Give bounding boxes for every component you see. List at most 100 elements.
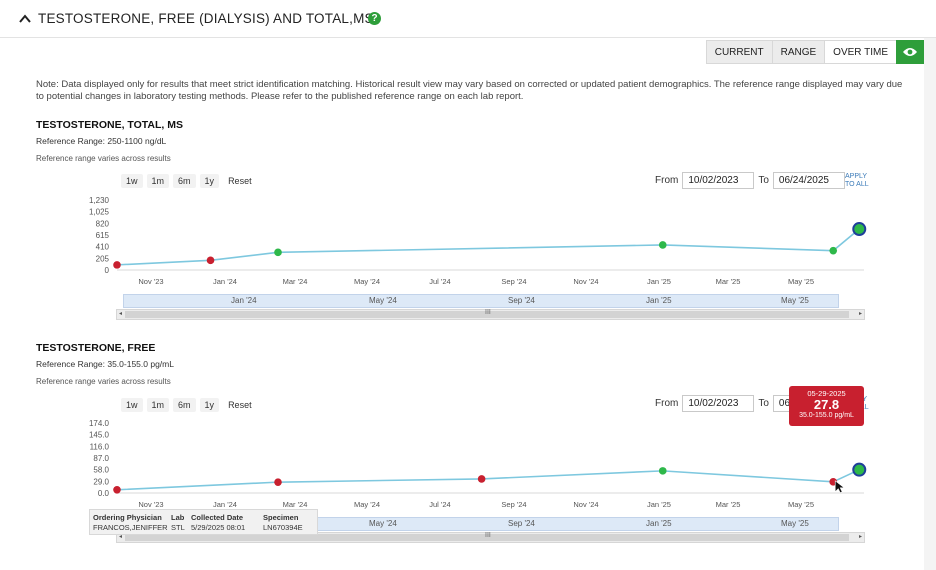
free-scrollbar[interactable]: ◂ III ▸ bbox=[116, 532, 865, 543]
eye-button[interactable] bbox=[896, 40, 924, 64]
x-tick-label: Jan '24 bbox=[213, 500, 237, 509]
from-date-input[interactable] bbox=[682, 395, 755, 412]
data-point[interactable] bbox=[274, 478, 282, 486]
zoom-1y[interactable]: 1y bbox=[199, 398, 220, 412]
info-header-physician: Ordering Physician bbox=[93, 513, 162, 522]
data-point[interactable] bbox=[206, 256, 215, 265]
tooltip-date: 05-29-2025 bbox=[807, 389, 846, 398]
nav-label: Sep '24 bbox=[508, 296, 535, 305]
scroll-grip: III bbox=[485, 532, 491, 539]
free-zoom-controls: 1w 1m 6m 1y Reset bbox=[121, 398, 257, 412]
y-tick-label: 410 bbox=[96, 243, 110, 252]
total-chart[interactable]: 1,230 1,025 820 615 410 205 0 Nov '23 Jan '24 Mar… bbox=[0, 193, 924, 288]
y-tick-label: 29.0 bbox=[93, 477, 109, 486]
series-line bbox=[116, 468, 860, 491]
y-tick-label: 145.0 bbox=[89, 431, 110, 440]
y-tick-label: 87.0 bbox=[93, 454, 109, 463]
nav-label: May '24 bbox=[369, 519, 397, 528]
zoom-reset[interactable]: Reset bbox=[228, 176, 252, 186]
scroll-thumb[interactable]: III bbox=[125, 309, 849, 318]
free-ref-note: Reference range varies across results bbox=[36, 377, 171, 386]
x-tick-label: Nov '24 bbox=[573, 277, 598, 286]
x-tick-label: Mar '24 bbox=[283, 277, 308, 286]
zoom-1m[interactable]: 1m bbox=[146, 174, 170, 188]
data-point[interactable] bbox=[113, 261, 121, 269]
info-specimen: LN670394E bbox=[263, 523, 303, 532]
zoom-6m[interactable]: 6m bbox=[173, 174, 196, 188]
zoom-1m[interactable]: 1m bbox=[146, 398, 170, 412]
free-title: TESTOSTERONE, FREE bbox=[36, 342, 156, 354]
scroll-left-icon[interactable]: ◂ bbox=[119, 534, 123, 540]
disclaimer-note: Note: Data displayed only for results th… bbox=[36, 79, 903, 102]
info-lab: STL bbox=[171, 523, 185, 532]
zoom-1w[interactable]: 1w bbox=[121, 398, 143, 412]
y-tick-label: 1,025 bbox=[89, 208, 110, 217]
total-scrollbar[interactable]: ◂ III ▸ bbox=[116, 309, 865, 320]
nav-label: Sep '24 bbox=[508, 519, 535, 528]
nav-label: Jan '25 bbox=[646, 296, 672, 305]
x-tick-label: Jul '24 bbox=[429, 500, 450, 509]
data-point-selected[interactable] bbox=[852, 222, 867, 237]
from-date-input[interactable] bbox=[682, 172, 755, 189]
nav-label: Jan '24 bbox=[231, 296, 257, 305]
x-tick-label: May '25 bbox=[788, 277, 814, 286]
data-point-selected[interactable] bbox=[852, 462, 867, 477]
panel-title: TESTOSTERONE, FREE (DIALYSIS) AND TOTAL,… bbox=[38, 11, 374, 26]
tab-over-time[interactable]: OVER TIME bbox=[824, 40, 896, 64]
x-tick-label: Nov '23 bbox=[138, 277, 163, 286]
x-tick-label: Mar '25 bbox=[716, 500, 741, 509]
x-tick-label: Nov '24 bbox=[573, 500, 598, 509]
total-navigator[interactable]: Jan '24 May '24 Sep '24 Jan '25 May '25 bbox=[123, 294, 839, 308]
x-tick-label: Jan '25 bbox=[647, 277, 671, 286]
data-point[interactable] bbox=[477, 475, 486, 483]
from-label: From bbox=[655, 175, 679, 186]
total-ref-note: Reference range varies across results bbox=[36, 154, 171, 163]
scroll-right-icon[interactable]: ▸ bbox=[858, 534, 862, 540]
tooltip-value: 27.8 bbox=[813, 397, 840, 412]
scroll-right-icon[interactable]: ▸ bbox=[858, 311, 862, 317]
data-point[interactable] bbox=[658, 241, 667, 249]
y-tick-label: 116.0 bbox=[90, 442, 110, 451]
y-tick-label: 1,230 bbox=[89, 196, 110, 205]
eye-icon bbox=[903, 48, 917, 56]
zoom-6m[interactable]: 6m bbox=[173, 398, 196, 412]
total-date-range: From To bbox=[655, 172, 849, 189]
tab-range[interactable]: RANGE bbox=[771, 40, 825, 64]
x-tick-label: Sep '24 bbox=[501, 500, 526, 509]
y-tick-label: 174.0 bbox=[89, 419, 110, 428]
free-ref-range: Reference Range: 35.0-155.0 pg/mL bbox=[36, 359, 174, 369]
x-tick-label: Mar '24 bbox=[283, 500, 308, 509]
chevron-up-icon[interactable] bbox=[18, 12, 32, 26]
data-point[interactable] bbox=[113, 485, 121, 494]
data-point[interactable] bbox=[658, 467, 667, 475]
scroll-thumb[interactable]: III bbox=[125, 532, 849, 541]
total-ref-range: Reference Range: 250-1100 ng/dL bbox=[36, 136, 167, 146]
y-tick-label: 0 bbox=[105, 266, 110, 275]
x-tick-label: Mar '25 bbox=[716, 277, 741, 286]
free-chart[interactable]: 174.0 145.0 116.0 87.0 58.0 29.0 0.0 Nov '23 Jan… bbox=[0, 416, 924, 511]
x-tick-label: Nov '23 bbox=[138, 500, 163, 509]
help-icon[interactable]: ? bbox=[368, 12, 381, 25]
y-tick-label: 0.0 bbox=[98, 489, 110, 498]
from-label: From bbox=[655, 398, 679, 409]
to-label: To bbox=[758, 175, 769, 186]
info-date: 5/29/2025 08:01 bbox=[191, 523, 246, 532]
nav-label: May '24 bbox=[369, 296, 397, 305]
panel-header: TESTOSTERONE, FREE (DIALYSIS) AND TOTAL,… bbox=[0, 0, 936, 38]
panel-body: CURRENT RANGE OVER TIME Note: Data displ… bbox=[0, 38, 924, 570]
total-title: TESTOSTERONE, TOTAL, MS bbox=[36, 119, 184, 131]
scroll-grip: III bbox=[485, 309, 491, 316]
data-point[interactable] bbox=[274, 248, 282, 257]
scroll-left-icon[interactable]: ◂ bbox=[119, 311, 123, 317]
x-tick-label: May '24 bbox=[354, 277, 380, 286]
view-tabs: CURRENT RANGE OVER TIME bbox=[705, 40, 924, 64]
to-date-input[interactable] bbox=[772, 172, 845, 189]
x-tick-label: Sep '24 bbox=[501, 277, 526, 286]
zoom-1w[interactable]: 1w bbox=[121, 174, 143, 188]
series-line bbox=[116, 228, 860, 266]
zoom-1y[interactable]: 1y bbox=[199, 174, 220, 188]
tab-current[interactable]: CURRENT bbox=[705, 40, 772, 64]
data-point[interactable] bbox=[829, 246, 838, 255]
zoom-reset[interactable]: Reset bbox=[228, 400, 252, 410]
